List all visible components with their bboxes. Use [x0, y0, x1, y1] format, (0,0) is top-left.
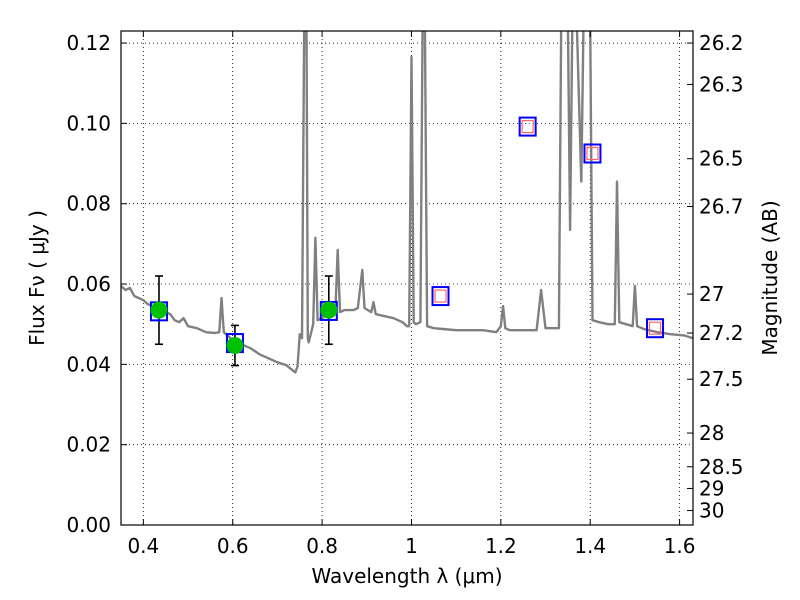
x-tick-label: 1 — [405, 534, 418, 558]
right-tick-label: 27 — [699, 282, 724, 306]
observed-point — [226, 336, 244, 354]
y-tick-label: 0.10 — [66, 111, 111, 135]
upper-limit-marker — [648, 321, 662, 335]
x-axis-label: Wavelength λ (μm) — [311, 564, 502, 588]
series-layer — [121, 31, 693, 374]
upper-limit-marker — [586, 146, 599, 161]
right-tick-label: 27.5 — [699, 367, 744, 391]
x-tick-label: 0.8 — [306, 534, 338, 558]
y-tick-label: 0.08 — [66, 192, 111, 216]
y-axis-label: Flux Fν ( μJy ) — [25, 210, 49, 346]
x-tick-label: 0.6 — [217, 534, 249, 558]
y-tick-label: 0.06 — [66, 272, 111, 296]
observed-point — [150, 301, 168, 319]
y-axis-label-right: Magnitude (AB) — [758, 200, 782, 355]
right-tick-label: 28.5 — [699, 455, 744, 479]
x-tick-label: 1.4 — [574, 534, 606, 558]
plot-frame — [120, 30, 694, 526]
x-tick-label: 0.4 — [127, 534, 159, 558]
grid — [121, 31, 693, 526]
upper-limit-marker — [521, 119, 534, 134]
right-tick-label: 28 — [699, 421, 724, 445]
spectrum-line — [121, 31, 693, 374]
y-tick-label: 0.12 — [66, 31, 111, 55]
right-tick-label: 29 — [699, 476, 724, 500]
upper-limit-marker — [434, 289, 447, 303]
right-tick-label: 30 — [699, 499, 724, 523]
right-tick-label: 26.3 — [699, 72, 744, 96]
right-tick-label: 27.2 — [699, 321, 744, 345]
model-square-marker — [583, 143, 602, 164]
y-tick-label: 0.04 — [66, 352, 111, 376]
model-square-marker — [518, 116, 537, 137]
y-tick-label: 0.02 — [66, 433, 111, 457]
right-tick-label: 26.2 — [699, 31, 744, 55]
right-tick-label: 26.7 — [699, 195, 744, 219]
right-tick-label: 26.5 — [699, 147, 744, 171]
model-square-marker — [431, 286, 450, 307]
x-tick-label: 1.2 — [485, 534, 517, 558]
model-square-marker — [646, 318, 665, 339]
y-tick-label: 0.00 — [66, 513, 111, 537]
axes: 0.4 0.6 0.8 1 1.2 1.4 1.6 0.00 0.02 0.04 0.06 0.08 0… — [66, 31, 744, 558]
observed-point — [320, 301, 338, 319]
x-tick-label: 1.6 — [664, 534, 696, 558]
